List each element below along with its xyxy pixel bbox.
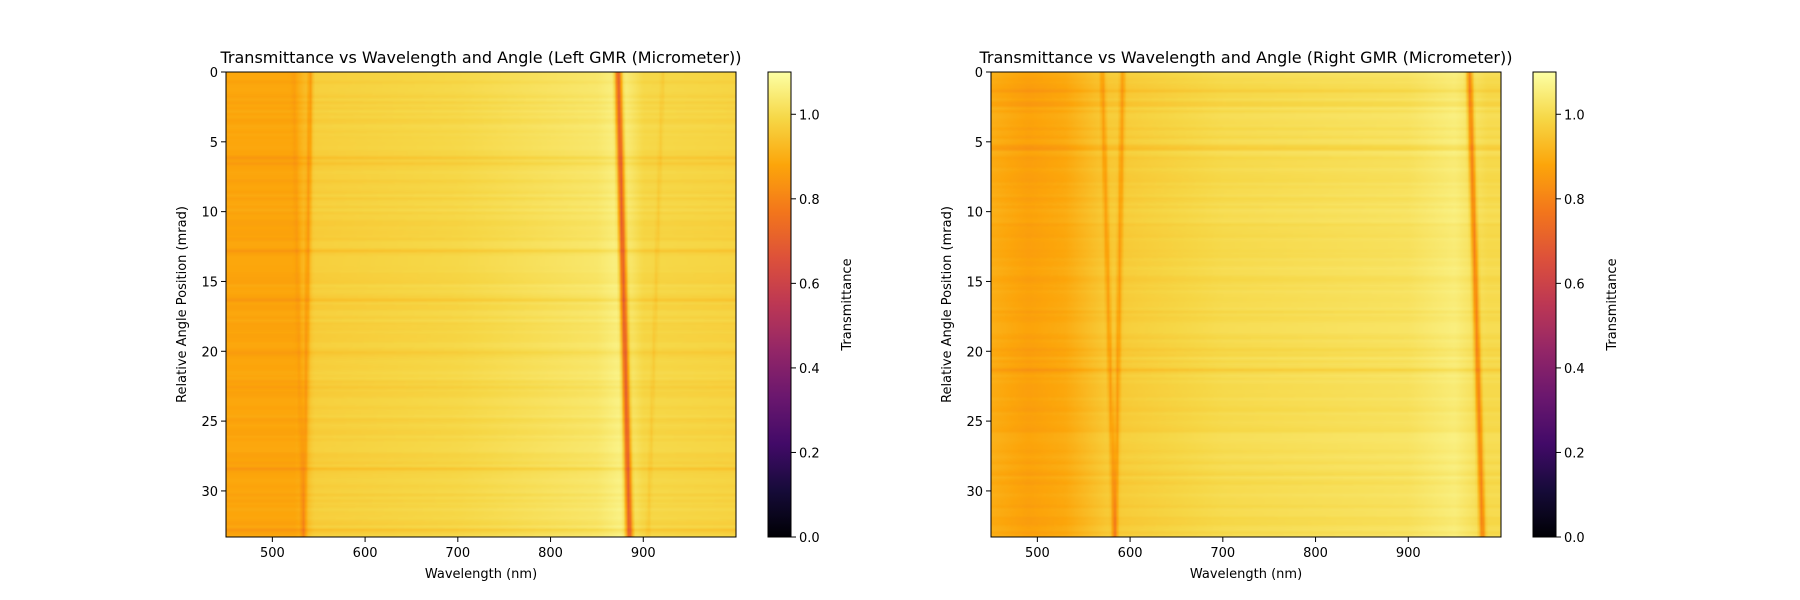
x-tick-label: 500	[260, 546, 285, 561]
y-tick-label: 0	[975, 66, 983, 81]
heatmap-image	[991, 72, 1501, 537]
x-tick-label: 600	[1118, 546, 1143, 561]
colorbar-tick-label: 0.2	[1564, 446, 1585, 461]
colorbar-tick-label: 0.6	[1564, 277, 1585, 292]
x-tick-label: 500	[1025, 546, 1050, 561]
x-tick-label: 800	[1303, 546, 1328, 561]
x-tick-label: 700	[445, 546, 470, 561]
colorbar-tick-label: 0.4	[1564, 362, 1585, 377]
y-tick-label: 25	[966, 415, 983, 430]
colorbar-label: Transmittance	[840, 258, 855, 351]
colorbar-tick-label: 0.4	[799, 362, 820, 377]
colorbar-tick-label: 0.6	[799, 277, 820, 292]
chart-title: Transmittance vs Wavelength and Angle (L…	[220, 48, 742, 67]
y-tick-label: 20	[201, 345, 218, 360]
y-tick-label: 25	[201, 415, 218, 430]
chart-panel-1: 500 600 700 800 900 0 5 10 15 20 25 30 Transmittance…	[175, 48, 855, 582]
colorbar-tick-label: 1.0	[799, 108, 820, 123]
y-tick-label: 20	[966, 345, 983, 360]
colorbar-tick-label: 1.0	[1564, 108, 1585, 123]
y-axis-label: Relative Angle Position (mrad)	[175, 206, 190, 403]
x-axis-label: Wavelength (nm)	[1190, 567, 1302, 582]
colorbar-tick-label: 0.2	[799, 446, 820, 461]
y-tick-label: 0	[210, 66, 218, 81]
y-tick-label: 30	[966, 485, 983, 500]
colorbar-label: Transmittance	[1605, 258, 1620, 351]
y-axis-label: Relative Angle Position (mrad)	[940, 206, 955, 403]
x-tick-label: 600	[353, 546, 378, 561]
colorbar-tick-label: 0.0	[1564, 531, 1585, 546]
x-tick-label: 800	[538, 546, 563, 561]
plot-frame	[990, 71, 1502, 538]
y-tick-label: 15	[201, 275, 218, 290]
colorbar-tick-label: 0.8	[799, 193, 820, 208]
colorbar-tick-label: 0.0	[799, 531, 820, 546]
plot-frame	[225, 71, 737, 538]
x-tick-label: 900	[631, 546, 656, 561]
heatmap-image	[226, 72, 736, 537]
chart-panel-2: 500 600 700 800 900 0 5 10 15 20 25 30 Transmittance…	[940, 48, 1620, 582]
y-tick-label: 15	[966, 275, 983, 290]
y-tick-label: 10	[201, 206, 218, 221]
chart-title: Transmittance vs Wavelength and Angle (R…	[978, 48, 1512, 67]
y-tick-label: 10	[966, 206, 983, 221]
colorbar	[767, 71, 792, 538]
x-tick-label: 900	[1396, 546, 1421, 561]
y-tick-label: 5	[975, 136, 983, 151]
y-tick-label: 5	[210, 136, 218, 151]
colorbar-tick-label: 0.8	[1564, 193, 1585, 208]
y-tick-label: 30	[201, 485, 218, 500]
x-axis-label: Wavelength (nm)	[425, 567, 537, 582]
x-tick-label: 700	[1210, 546, 1235, 561]
colorbar	[1532, 71, 1557, 538]
